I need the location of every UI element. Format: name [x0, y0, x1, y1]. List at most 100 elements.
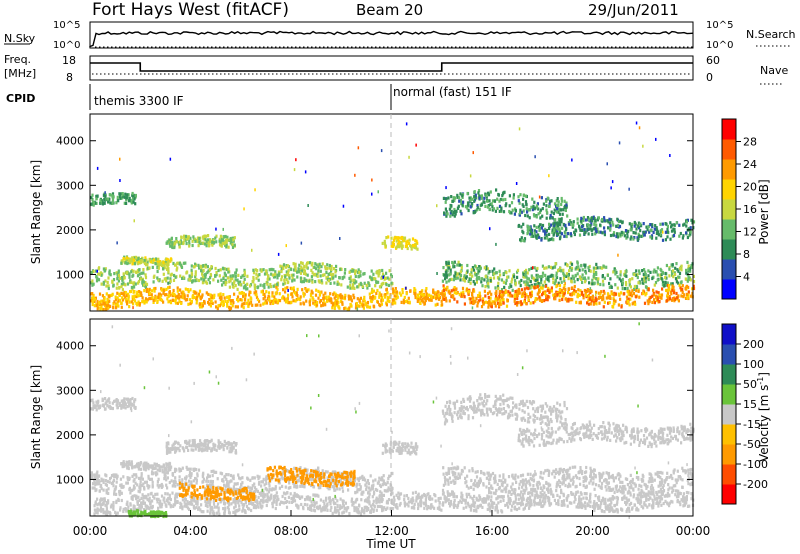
cell — [655, 226, 658, 230]
cell — [109, 273, 112, 277]
cell — [495, 291, 498, 295]
cell — [548, 222, 551, 226]
cell — [475, 208, 479, 212]
cell — [102, 193, 105, 197]
cell — [234, 278, 237, 282]
cell — [539, 216, 542, 220]
cell — [461, 203, 464, 207]
cell — [518, 291, 521, 295]
cell — [669, 237, 672, 241]
cell — [297, 297, 300, 301]
cell — [160, 482, 163, 487]
cell — [104, 479, 107, 483]
cell — [108, 269, 111, 273]
cell — [475, 280, 478, 284]
cell — [526, 271, 529, 275]
cell — [368, 283, 371, 287]
cell — [690, 264, 693, 268]
cell — [351, 475, 354, 479]
cell — [504, 197, 507, 202]
cell — [374, 478, 377, 482]
cell — [179, 288, 182, 292]
cell — [554, 221, 557, 225]
cell — [186, 288, 189, 292]
cell — [528, 268, 531, 272]
cell — [265, 301, 268, 305]
cell — [107, 286, 110, 291]
cell — [561, 291, 564, 295]
cell — [212, 238, 215, 242]
cell — [638, 295, 641, 299]
cell — [231, 475, 234, 479]
cell — [203, 242, 206, 246]
cell — [545, 229, 548, 233]
cell — [511, 294, 514, 298]
cell — [183, 234, 186, 238]
cell — [460, 212, 463, 216]
cell — [167, 262, 170, 266]
cell — [171, 245, 174, 249]
cell — [120, 282, 123, 286]
cell — [521, 229, 524, 233]
cell — [447, 261, 450, 265]
cell — [156, 260, 159, 264]
cell — [126, 460, 130, 465]
cell — [666, 281, 669, 285]
cell — [591, 282, 594, 286]
cell — [123, 290, 126, 294]
cell — [447, 266, 451, 270]
cell — [294, 299, 297, 303]
cell — [274, 297, 277, 302]
cell — [156, 276, 159, 280]
cell — [455, 275, 458, 279]
cell — [633, 287, 636, 291]
cell — [610, 285, 613, 289]
cell — [573, 230, 576, 234]
cell — [221, 241, 224, 245]
cell — [545, 211, 549, 215]
cell — [368, 275, 372, 279]
cell — [253, 482, 256, 486]
cell — [299, 298, 302, 302]
cell — [144, 281, 147, 285]
cell — [545, 277, 548, 281]
cell — [590, 219, 593, 223]
cell — [444, 277, 447, 281]
cell — [311, 296, 314, 300]
cell — [173, 292, 176, 296]
y-tick-label: 3000 — [56, 179, 84, 192]
cell — [541, 207, 544, 211]
cell — [168, 462, 172, 466]
cell — [590, 216, 593, 220]
cell — [547, 286, 550, 290]
cell — [192, 479, 195, 483]
cell — [637, 289, 640, 293]
cell — [311, 261, 314, 265]
cell — [366, 479, 370, 483]
cell — [502, 272, 505, 276]
cell — [182, 275, 185, 279]
cell — [665, 276, 668, 280]
cell — [255, 488, 258, 492]
cell — [128, 476, 131, 480]
cell — [157, 485, 160, 489]
cell — [354, 491, 357, 495]
cell — [405, 292, 408, 296]
cell — [638, 234, 641, 238]
cell — [480, 203, 484, 207]
cell — [554, 292, 557, 297]
cell — [236, 287, 239, 291]
cell — [541, 223, 545, 228]
cell — [113, 300, 116, 304]
cell — [452, 197, 456, 202]
cell — [160, 288, 163, 292]
cell — [207, 441, 210, 445]
cell — [489, 277, 492, 281]
cell — [258, 273, 261, 277]
cell — [117, 273, 121, 278]
cell — [242, 291, 245, 296]
cell — [191, 239, 194, 243]
cell — [595, 302, 598, 306]
cell — [349, 295, 352, 299]
cell — [326, 470, 329, 474]
